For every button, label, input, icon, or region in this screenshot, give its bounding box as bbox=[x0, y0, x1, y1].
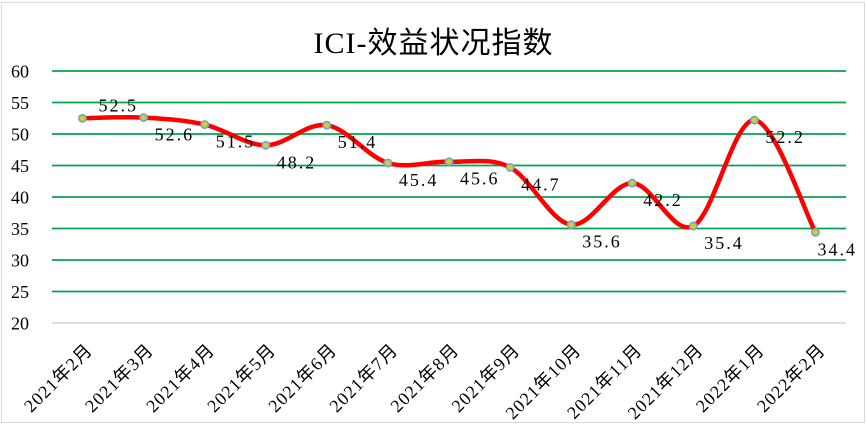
y-tick-label: 60 bbox=[11, 62, 29, 82]
data-point-label: 44.7 bbox=[521, 174, 561, 194]
data-point-marker bbox=[566, 220, 576, 230]
data-point-label: 45.4 bbox=[399, 170, 439, 190]
data-point-marker bbox=[139, 113, 149, 123]
data-point-marker bbox=[811, 227, 820, 237]
y-tick-label: 55 bbox=[11, 93, 29, 113]
data-point-label: 52.2 bbox=[765, 127, 805, 147]
data-point-label: 45.6 bbox=[460, 169, 500, 189]
data-point-label: 51.5 bbox=[216, 132, 256, 152]
y-tick-label: 40 bbox=[11, 188, 29, 208]
data-point-marker bbox=[383, 158, 393, 168]
data-point-marker bbox=[688, 221, 698, 231]
data-point-label: 34.4 bbox=[818, 239, 858, 259]
y-tick-label: 20 bbox=[11, 314, 29, 334]
y-tick-label: 25 bbox=[11, 282, 29, 302]
data-point-label: 35.6 bbox=[582, 232, 622, 252]
data-point-marker bbox=[78, 113, 87, 123]
data-point-label: 52.5 bbox=[99, 95, 139, 115]
data-point-marker bbox=[749, 115, 759, 125]
data-point-marker bbox=[200, 120, 210, 130]
series-line bbox=[80, 115, 818, 235]
data-point-marker bbox=[261, 140, 271, 150]
y-tick-label: 30 bbox=[11, 251, 29, 271]
y-tick-label: 45 bbox=[11, 156, 29, 176]
data-point-label: 51.4 bbox=[338, 132, 378, 152]
data-point-marker bbox=[505, 162, 515, 172]
data-point-marker bbox=[444, 157, 454, 167]
data-point-label: 48.2 bbox=[277, 152, 317, 172]
data-point-marker bbox=[322, 120, 332, 130]
data-point-label: 35.4 bbox=[704, 233, 744, 253]
y-tick-label: 35 bbox=[11, 219, 29, 239]
data-point-label: 52.6 bbox=[155, 125, 195, 145]
data-point-label: 42.2 bbox=[643, 190, 683, 210]
y-tick-label: 50 bbox=[11, 125, 29, 145]
chart-title: ICI-效益状况指数 bbox=[313, 27, 554, 60]
data-point-marker bbox=[627, 178, 637, 188]
